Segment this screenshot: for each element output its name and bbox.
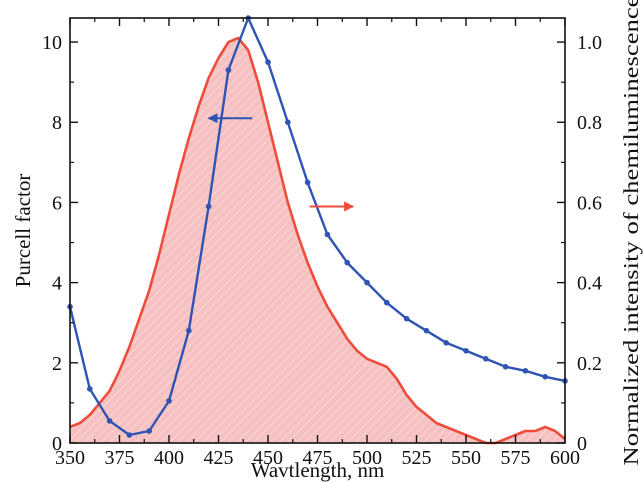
y2-axis-label: Normalized intensity of chemiluminescenc… [619,0,643,466]
x-tick-label-8: 550 [451,447,481,469]
purcell-point-22 [503,364,509,370]
purcell-point-1 [87,386,93,392]
y-tick-label-4: 8 [52,112,62,134]
purcell-point-10 [265,59,271,65]
y-tick-label-0: 0 [52,433,62,455]
plot-area [67,15,568,443]
purcell-point-4 [146,428,152,434]
y-tick-label-1: 2 [52,353,62,375]
y-tick-label-5: 10 [42,32,62,54]
y-axis-label: Purcell factor [11,174,35,288]
y2-tick-label-0: 0 [577,433,587,455]
y-tick-label-2: 4 [52,273,62,295]
purcell-point-2 [107,418,113,424]
purcell-point-19 [443,340,449,346]
purcell-point-5 [166,398,172,404]
purcell-point-7 [206,204,212,210]
x-tick-label-9: 575 [501,447,531,469]
purcell-point-11 [285,119,291,125]
purcell-point-16 [384,300,390,306]
x-axis-label: Wavtlength, nm [251,458,385,482]
chemiluminescence-area [70,38,565,443]
purcell-point-14 [344,260,350,266]
purcell-point-12 [305,180,311,186]
purcell-point-13 [325,232,331,238]
x-tick-label-10: 600 [550,447,580,469]
x-tick-label-7: 525 [402,447,432,469]
x-tick-label-1: 375 [105,447,135,469]
purcell-point-23 [523,368,529,374]
purcell-point-24 [542,374,548,380]
purcell-point-21 [483,356,489,362]
y2-tick-label-1: 0.2 [577,353,602,375]
x-tick-label-2: 400 [154,447,184,469]
y2-tick-label-2: 0.4 [577,273,602,295]
purcell-point-20 [463,348,469,354]
purcell-point-3 [127,432,133,438]
purcell-point-15 [364,280,370,286]
y2-tick-label-5: 1.0 [577,32,602,54]
purcell-point-6 [186,328,192,334]
y2-tick-label-4: 0.8 [577,112,602,134]
y-tick-label-3: 6 [52,192,62,214]
x-tick-label-3: 425 [204,447,234,469]
purcell-point-8 [226,67,232,73]
purcell-point-18 [424,328,430,334]
y2-tick-label-3: 0.6 [577,192,602,214]
purcell-point-17 [404,316,410,322]
